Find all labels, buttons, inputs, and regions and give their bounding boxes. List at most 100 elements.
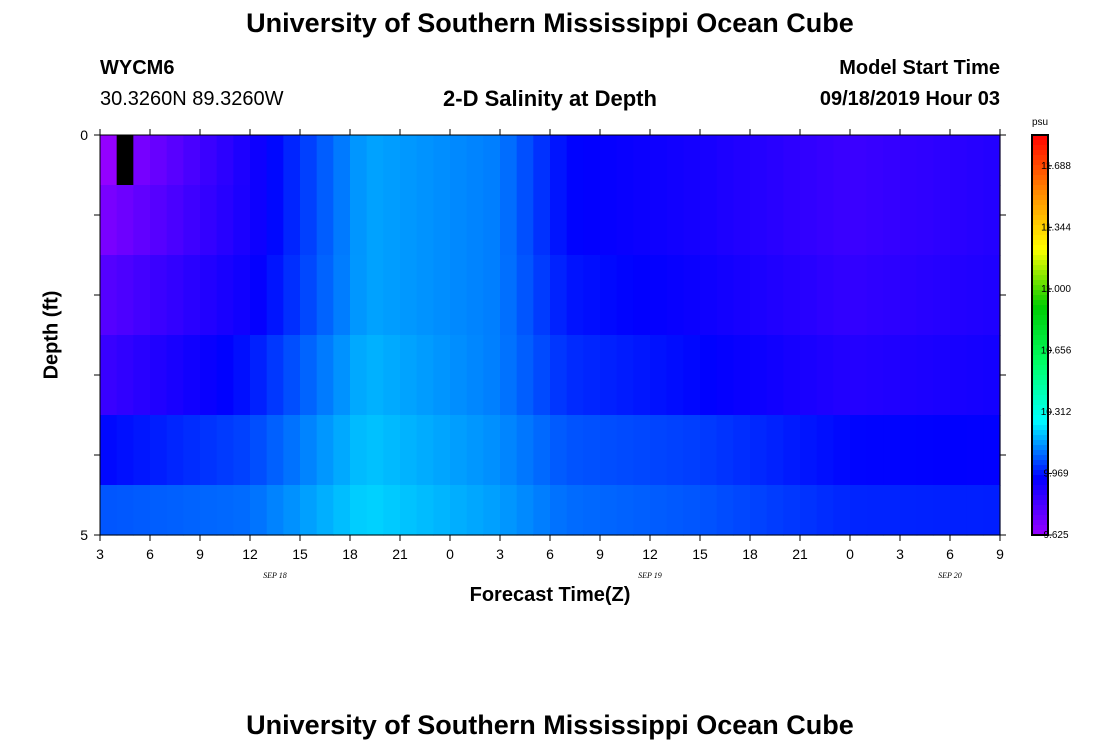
heatmap-cell	[700, 335, 718, 416]
heatmap-cell	[250, 485, 268, 536]
heatmap-cell	[333, 135, 351, 186]
colorbar-segment	[1032, 520, 1048, 526]
heatmap-cell	[650, 255, 668, 336]
heatmap-cell	[716, 135, 734, 186]
colorbar-segment	[1032, 170, 1048, 176]
heatmap-cell	[566, 335, 584, 416]
heatmap-cell	[216, 485, 234, 536]
heatmap-cell	[333, 335, 351, 416]
heatmap-cell	[450, 255, 468, 336]
heatmap-cell	[666, 485, 684, 536]
heatmap-cell	[883, 335, 901, 416]
station-coordinates: 30.3260N 89.3260W	[100, 88, 284, 110]
heatmap-cell	[466, 415, 484, 486]
heatmap-cell	[533, 255, 551, 336]
heatmap-cell	[700, 415, 718, 486]
heatmap-cell	[600, 135, 618, 186]
heatmap-cell	[850, 255, 868, 336]
colorbar-segment	[1032, 235, 1048, 241]
colorbar-segment	[1032, 280, 1048, 286]
heatmap-cell	[383, 135, 401, 186]
page-footer-title: University of Southern Mississippi Ocean…	[246, 710, 854, 740]
heatmap-cell	[416, 415, 434, 486]
x-tick-label: 9	[996, 546, 1004, 562]
colorbar-segment	[1032, 305, 1048, 311]
heatmap-cell	[200, 135, 218, 186]
heatmap-cell	[450, 185, 468, 256]
heatmap-cell	[533, 335, 551, 416]
heatmap-cell	[816, 135, 834, 186]
heatmap-cell	[150, 135, 168, 186]
heatmap-cell	[316, 135, 334, 186]
heatmap-cell	[883, 485, 901, 536]
heatmap-cell	[183, 335, 201, 416]
heatmap-cell	[550, 185, 568, 256]
heatmap-cell	[983, 335, 1001, 416]
heatmap-cell	[333, 485, 351, 536]
heatmap-cell	[116, 255, 134, 336]
heatmap-cell	[616, 255, 634, 336]
y-tick-label: 5	[80, 527, 88, 543]
heatmap-cell	[916, 185, 934, 256]
heatmap-cell	[316, 255, 334, 336]
heatmap-cell	[533, 185, 551, 256]
heatmap-cell	[916, 255, 934, 336]
heatmap-cell	[616, 135, 634, 186]
heatmap-cell	[483, 135, 501, 186]
heatmap-cell	[450, 485, 468, 536]
heatmap-cell	[133, 135, 151, 186]
heatmap-cell	[766, 335, 784, 416]
heatmap-cell	[133, 185, 151, 256]
heatmap-cell	[783, 415, 801, 486]
heatmap-cell	[183, 135, 201, 186]
colorbar-segment	[1032, 510, 1048, 516]
colorbar-segment	[1032, 180, 1048, 186]
heatmap-cell	[933, 335, 951, 416]
heatmap-cell	[366, 135, 384, 186]
heatmap-cell	[266, 135, 284, 186]
heatmap-cell	[716, 415, 734, 486]
heatmap-cell	[983, 135, 1001, 186]
colorbar-segment	[1032, 390, 1048, 396]
heatmap-cell	[766, 485, 784, 536]
heatmap-cell	[150, 415, 168, 486]
heatmap-cell	[816, 415, 834, 486]
heatmap-cell	[750, 135, 768, 186]
colorbar-segment	[1032, 350, 1048, 356]
heatmap-cell	[300, 485, 318, 536]
colorbar-segment	[1032, 505, 1048, 511]
heatmap-cell	[383, 255, 401, 336]
heatmap-cell	[783, 135, 801, 186]
colorbar-segment	[1032, 480, 1048, 486]
heatmap-cell	[850, 185, 868, 256]
heatmap-cell	[550, 135, 568, 186]
heatmap-cell	[433, 185, 451, 256]
colorbar-segment	[1032, 265, 1048, 271]
heatmap-cell	[233, 185, 251, 256]
heatmap-cell	[466, 185, 484, 256]
colorbar-segment	[1032, 270, 1048, 276]
heatmap-cell	[550, 335, 568, 416]
heatmap-cell	[883, 415, 901, 486]
colorbar-segment	[1032, 370, 1048, 376]
heatmap-cell	[750, 485, 768, 536]
heatmap-cell	[166, 135, 184, 186]
colorbar-segment	[1032, 225, 1048, 231]
colorbar-segment	[1032, 360, 1048, 366]
heatmap-cell	[800, 485, 818, 536]
heatmap-cell	[350, 415, 368, 486]
heatmap-cell	[866, 485, 884, 536]
colorbar-segment	[1032, 425, 1048, 431]
heatmap-cell	[816, 335, 834, 416]
heatmap-cell	[283, 415, 301, 486]
heatmap-cell	[283, 485, 301, 536]
colorbar-segment	[1032, 335, 1048, 341]
colorbar-segment	[1032, 315, 1048, 321]
heatmap-cell	[583, 255, 601, 336]
colorbar-segment	[1032, 420, 1048, 426]
heatmap-cell	[933, 485, 951, 536]
heatmap-cell	[200, 415, 218, 486]
heatmap-cell	[850, 415, 868, 486]
heatmap-cell	[500, 135, 518, 186]
